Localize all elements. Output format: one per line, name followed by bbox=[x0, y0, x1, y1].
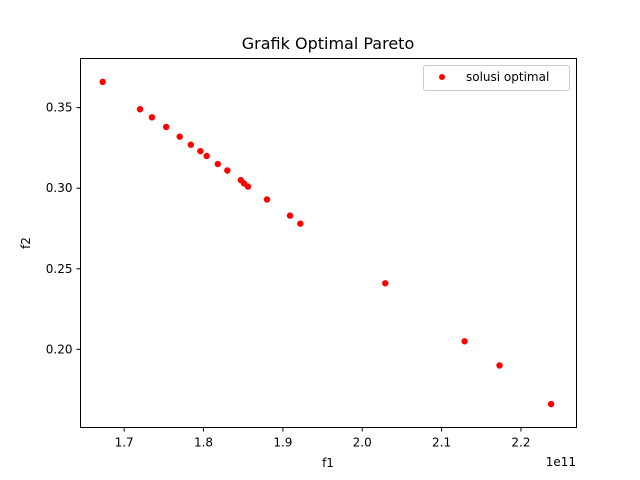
y-tick-label: 0.35 bbox=[46, 101, 73, 115]
legend-box bbox=[423, 65, 570, 91]
scatter-point bbox=[224, 167, 231, 174]
scatter-point bbox=[99, 78, 106, 86]
legend-label: solusi optimal bbox=[466, 70, 549, 84]
scatter-point bbox=[136, 106, 144, 113]
y-axis-ticks: 0.20 0.25 0.30 0.35 bbox=[46, 101, 81, 356]
scatter-point bbox=[203, 152, 210, 160]
scatter-point bbox=[461, 338, 468, 345]
y-axis-label: f2 bbox=[19, 237, 33, 249]
scatter-point bbox=[176, 133, 183, 140]
x-axis-label: f1 bbox=[322, 456, 334, 470]
scatter-point bbox=[244, 183, 252, 190]
x-tick-label: 1.7 bbox=[115, 436, 134, 450]
y-tick-label: 0.25 bbox=[46, 262, 73, 276]
x-tick-label: 2.2 bbox=[511, 436, 530, 450]
x-axis-offset-label: 1e11 bbox=[546, 455, 576, 469]
scatter-point bbox=[187, 141, 195, 148]
x-tick-label: 1.9 bbox=[273, 436, 292, 450]
x-tick-label: 1.8 bbox=[194, 436, 213, 450]
legend: solusi optimal bbox=[423, 65, 570, 91]
legend-marker bbox=[439, 74, 445, 80]
scatter-point bbox=[286, 212, 294, 219]
scatter-point bbox=[197, 147, 204, 155]
scatter-point bbox=[214, 160, 221, 168]
scatter-point bbox=[297, 220, 304, 227]
x-tick-label: 2.0 bbox=[353, 436, 372, 450]
y-tick-label: 0.20 bbox=[46, 342, 73, 356]
scatter-point bbox=[547, 400, 555, 408]
scatter-point bbox=[496, 362, 503, 369]
chart-title: Grafik Optimal Pareto bbox=[242, 34, 414, 53]
scatter-point bbox=[148, 114, 156, 121]
axes-frame bbox=[80, 58, 577, 428]
plot-area bbox=[99, 78, 555, 408]
scatter-point bbox=[263, 196, 271, 203]
scatter-point bbox=[163, 123, 170, 131]
scatter-point bbox=[382, 280, 389, 287]
x-axis-ticks: 1.7 1.8 1.9 2.0 2.1 2.2 bbox=[115, 427, 530, 450]
x-tick-label: 2.1 bbox=[432, 436, 451, 450]
y-tick-label: 0.30 bbox=[46, 181, 73, 195]
